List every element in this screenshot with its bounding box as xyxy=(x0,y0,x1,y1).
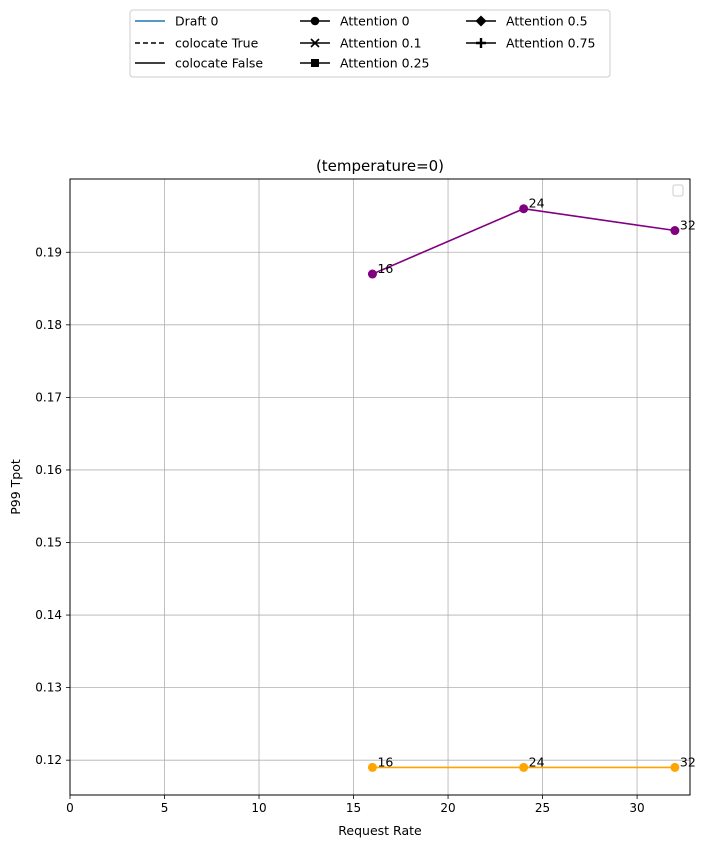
data-point xyxy=(670,226,680,236)
plus-marker-icon xyxy=(476,38,486,48)
point-label: 24 xyxy=(529,196,545,211)
legend-label: colocate True xyxy=(175,36,259,51)
y-tick-label: 0.18 xyxy=(35,318,62,332)
x-tick-label: 5 xyxy=(161,801,169,815)
x-tick-label: 10 xyxy=(251,801,266,815)
point-label: 16 xyxy=(377,261,393,276)
chart-title: (temperature=0) xyxy=(316,157,444,175)
y-tick-label: 0.16 xyxy=(35,463,62,477)
y-tick-label: 0.14 xyxy=(35,608,62,622)
ticks: 0 5 10 15 20 25 30 0.12 0.13 0.14 0.15 0.16 0.17 0.18… xyxy=(35,245,644,815)
legend-label: Attention 0.1 xyxy=(340,36,422,51)
legend-frame xyxy=(129,9,611,78)
plot-frame xyxy=(69,178,691,796)
series-layer: 16 24 32 16 24 32 xyxy=(367,196,696,772)
y-tick-label: 0.17 xyxy=(35,390,62,404)
diamond-marker-icon xyxy=(475,15,487,27)
x-axis-label: Request Rate xyxy=(338,823,422,838)
point-label: 32 xyxy=(680,218,696,233)
y-tick-label: 0.19 xyxy=(35,245,62,259)
x-tick-label: 20 xyxy=(440,801,455,815)
square-marker-icon xyxy=(311,59,319,67)
legend-label: Attention 0.5 xyxy=(506,14,588,29)
point-label: 24 xyxy=(529,754,545,769)
circle-marker-icon xyxy=(310,16,320,26)
series-line xyxy=(372,207,675,275)
x-tick-label: 15 xyxy=(346,801,361,815)
data-point xyxy=(367,762,377,772)
x-tick-label: 30 xyxy=(629,801,644,815)
y-tick-label: 0.13 xyxy=(35,681,62,695)
x-tick-label: 25 xyxy=(535,801,550,815)
legend: Draft 0 colocate True colocate False Attent… xyxy=(129,9,611,78)
point-label: 16 xyxy=(377,754,393,769)
point-label: 32 xyxy=(680,754,696,769)
y-tick-label: 0.12 xyxy=(35,753,62,767)
data-point xyxy=(670,762,680,772)
legend-label: colocate False xyxy=(175,56,263,71)
y-axis-label: P99 Tpot xyxy=(8,459,23,515)
legend-label: Attention 0.25 xyxy=(340,56,430,71)
y-tick-label: 0.15 xyxy=(35,536,62,550)
data-point xyxy=(519,762,529,772)
x-marker-icon xyxy=(310,38,320,48)
inner-legend-box xyxy=(672,184,684,197)
x-tick-label: 0 xyxy=(66,801,74,815)
data-point xyxy=(519,204,529,214)
legend-label: Draft 0 xyxy=(175,14,218,29)
data-point xyxy=(367,269,377,279)
legend-label: Attention 0 xyxy=(340,14,410,29)
legend-label: Attention 0.75 xyxy=(506,36,596,51)
